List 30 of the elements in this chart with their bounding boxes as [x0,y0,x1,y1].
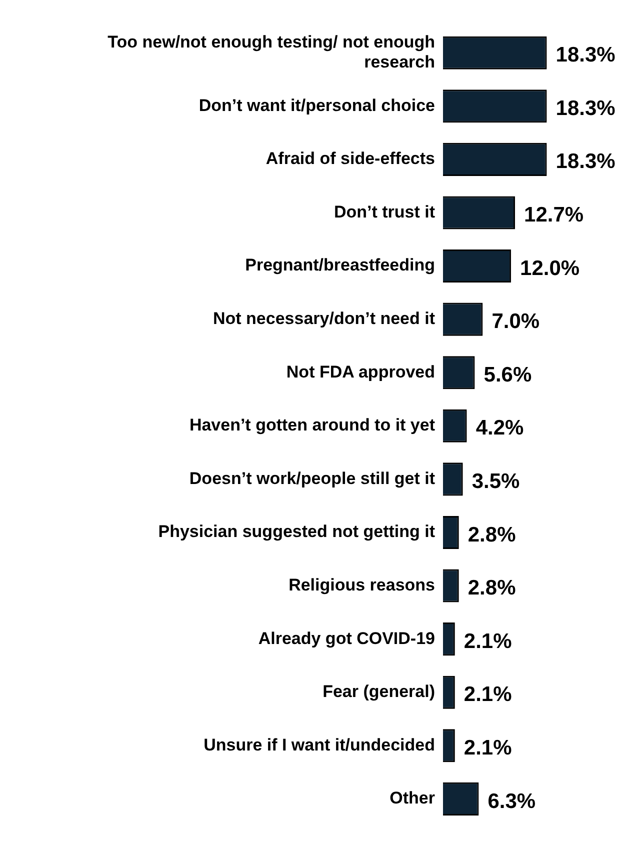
data-label: 7.0% [492,310,540,334]
data-label: 2.1% [464,736,512,760]
data-label: 18.3% [556,44,616,67]
y-tick-label: Unsure if I want it/undecided [204,735,435,754]
y-tick-label: Other [390,788,436,808]
y-tick-label: Not FDA approved [286,362,435,382]
data-label: 2.8% [468,576,516,600]
data-label: 2.1% [464,630,512,653]
y-tick-label: Haven’t gotten around to it yet [189,416,436,435]
data-label: 4.2% [476,416,524,440]
y-tick-label: Don’t want it/personal choice [198,96,435,115]
data-label: 5.6% [484,363,532,386]
y-tick-label: Fear (general) [322,682,435,702]
y-tick-label: Pregnant/breastfeeding [245,256,435,275]
data-label: 2.8% [468,523,516,546]
y-tick-label: Don’t trust it [334,202,436,222]
y-tick-label: Doesn’t work/people still get it [189,468,436,488]
y-tick-label: Physician suggested not getting it [158,522,436,542]
data-label: 18.3% [556,96,616,120]
y-tick-label: Already got COVID-19 [258,628,435,648]
data-label: 2.1% [464,683,512,706]
y-tick-label: Afraid of side-effects [266,149,435,168]
data-label: 3.5% [472,470,520,493]
y-tick-label: Too new/not enough testing/ not enough research [108,32,435,72]
data-label: 18.3% [556,150,616,174]
y-tick-label: Religious reasons [288,575,435,594]
data-label: 12.0% [520,256,580,280]
data-label: 12.7% [524,204,584,227]
data-label: 6.3% [488,790,536,813]
y-tick-label: Not necessary/don’t need it [213,309,436,328]
